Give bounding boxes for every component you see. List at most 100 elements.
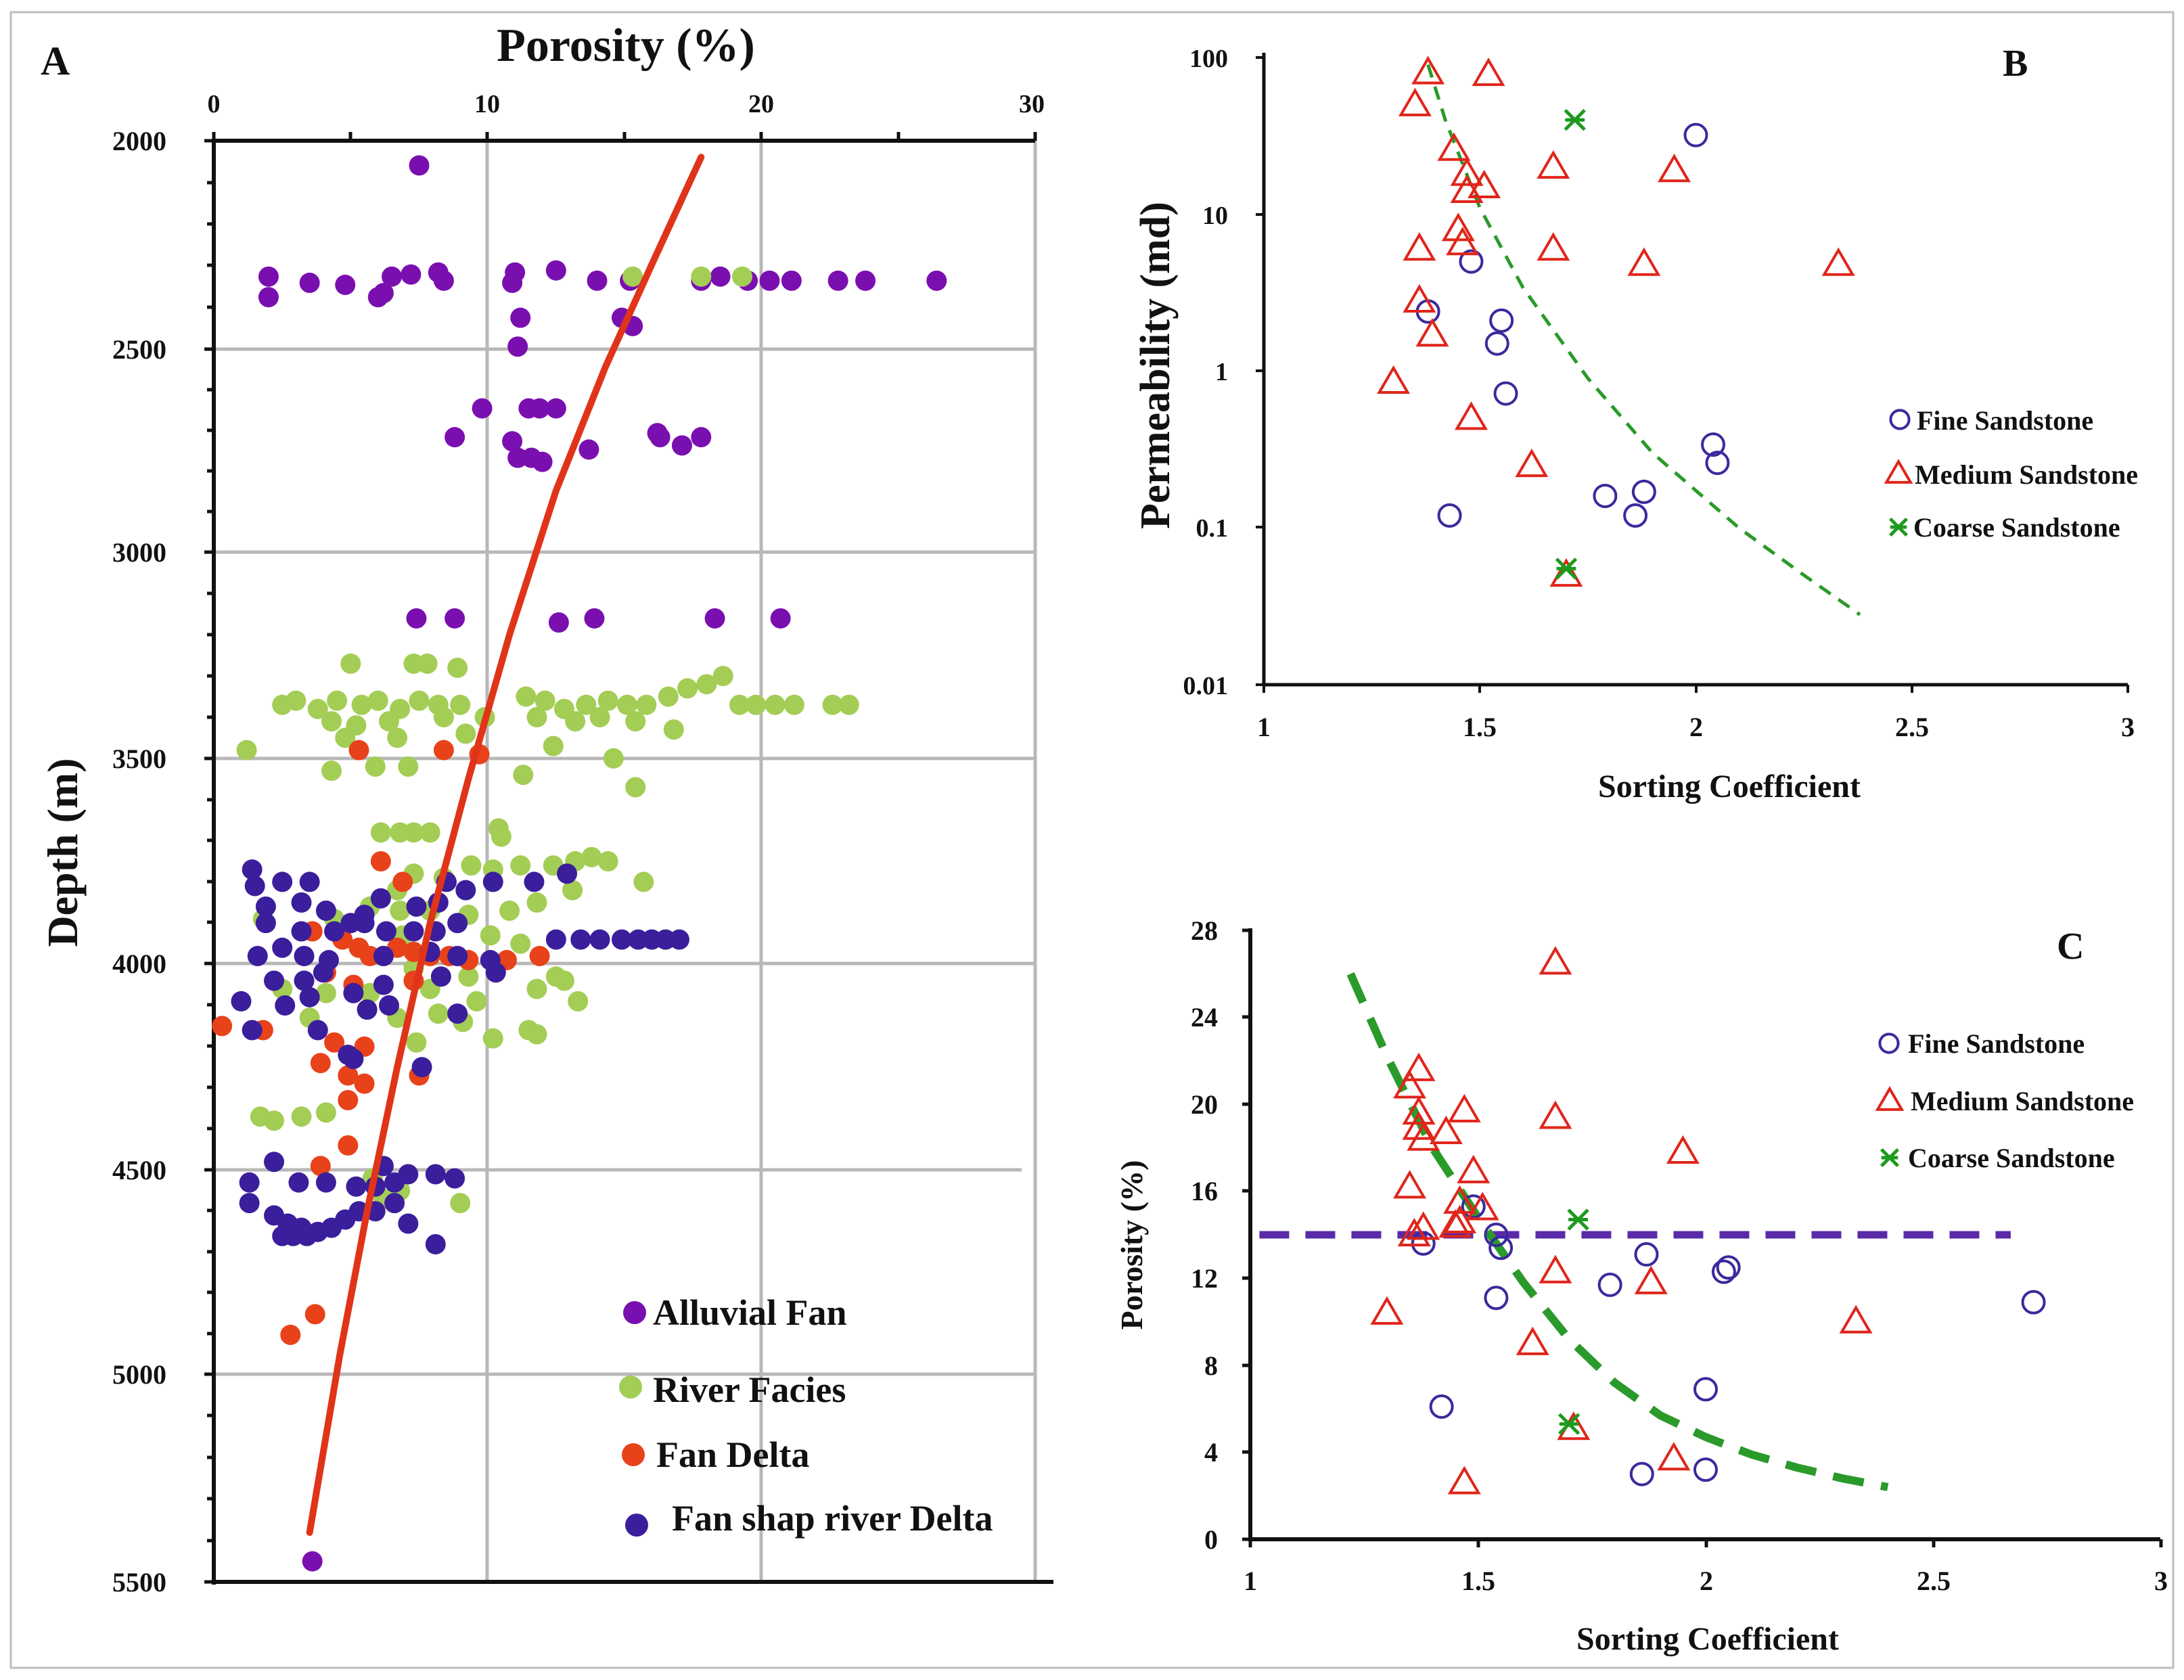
data-point-medium-sandstone <box>1515 449 1549 478</box>
data-point-fan-shap-river-delta <box>668 929 689 950</box>
data-point-fan-shap-river-delta <box>264 970 285 991</box>
panel-b-y-tick: 0.1 <box>1196 514 1229 543</box>
data-point-medium-sandstone <box>1549 558 1583 587</box>
data-point-alluvial-fan <box>401 264 422 285</box>
data-point-river-facies <box>625 777 646 798</box>
data-point-river-facies <box>499 901 520 922</box>
data-point-alluvial-fan <box>445 608 465 629</box>
data-point-fan-delta <box>348 740 369 760</box>
data-point-alluvial-fan <box>502 431 523 452</box>
data-point-river-facies <box>696 674 717 695</box>
data-point-river-facies <box>729 694 750 715</box>
data-point-medium-sandstone <box>1393 1070 1427 1099</box>
data-point-river-facies <box>597 690 618 711</box>
panel-a-y-tick: 5000 <box>112 1359 166 1390</box>
data-point-alluvial-fan <box>433 270 454 291</box>
legend-marker-fine-sandstone <box>1889 409 1911 430</box>
data-point-river-facies <box>428 1003 449 1024</box>
data-point-medium-sandstone <box>1402 1111 1436 1140</box>
data-point-medium-sandstone <box>1437 132 1471 161</box>
data-point-river-facies <box>419 822 440 843</box>
panel-c-y-tick: 20 <box>1191 1089 1218 1120</box>
legend-label-fine-sandstone: Fine Sandstone <box>1908 1028 2085 1059</box>
panel-a-x-tick-labels: 0 10 20 30 <box>208 90 1045 118</box>
data-point-alluvial-fan <box>691 427 712 448</box>
data-point-alluvial-fan <box>409 155 430 176</box>
legend-marker-fine-sandstone <box>1878 1032 1900 1054</box>
data-point-river-facies <box>581 846 602 867</box>
panel-c-x-axis-label: Sorting Coefficient <box>1576 1621 1839 1657</box>
data-point-river-facies <box>378 711 399 732</box>
legend-marker-medium-sandstone <box>1884 459 1913 484</box>
panel-a-y-tick: 3000 <box>112 537 166 568</box>
data-point-medium-sandstone <box>1634 1265 1668 1294</box>
data-point-fan-delta <box>338 1135 359 1156</box>
data-point-fine-sandstone <box>1484 331 1509 356</box>
data-point-fan-shap-river-delta <box>378 995 399 1016</box>
data-point-medium-sandstone <box>1539 946 1572 975</box>
data-point-fine-sandstone <box>1484 1223 1509 1247</box>
data-point-river-facies <box>458 966 479 987</box>
data-point-fan-shap-river-delta <box>313 962 334 983</box>
data-point-alluvial-fan <box>367 287 388 308</box>
data-point-medium-sandstone <box>1472 58 1505 87</box>
data-point-river-facies <box>335 727 356 748</box>
data-point-fan-shap-river-delta <box>264 1152 285 1173</box>
panel-a-title: Porosity (%) <box>497 20 755 72</box>
data-point-alluvial-fan <box>472 398 493 419</box>
data-point-fan-shap-river-delta <box>239 1193 260 1214</box>
data-point-alluvial-fan <box>827 270 848 291</box>
data-point-fan-shap-river-delta <box>589 929 610 950</box>
data-point-medium-sandstone <box>1658 154 1691 183</box>
panel-b-x-axis-label: Sorting Coefficient <box>1598 769 1861 804</box>
data-point-fan-shap-river-delta <box>570 929 591 950</box>
data-point-river-facies <box>822 694 843 715</box>
panel-a-x-tick: 10 <box>474 90 500 118</box>
data-point-alluvial-fan <box>302 1551 323 1572</box>
data-point-river-facies <box>321 760 342 781</box>
panel-a-y-tick: 3500 <box>112 744 166 774</box>
data-point-fan-shap-river-delta <box>307 1020 328 1041</box>
data-point-fan-shap-river-delta <box>255 896 276 917</box>
legend-label-medium-sandstone: Medium Sandstone <box>1911 1086 2134 1116</box>
panel-b-y-tick: 0.01 <box>1183 672 1229 700</box>
data-point-fan-shap-river-delta <box>231 991 252 1012</box>
panel-b-x-tick: 3 <box>2121 712 2135 742</box>
panel-a-y-tick: 4500 <box>112 1155 166 1185</box>
data-point-medium-sandstone <box>1455 401 1488 430</box>
legend-label-fine-sandstone: Fine Sandstone <box>1917 405 2093 436</box>
panel-a-ticks <box>204 132 1037 1584</box>
data-point-fine-sandstone <box>1683 122 1708 147</box>
data-point-medium-sandstone <box>1666 1135 1700 1164</box>
panel-a-y-axis-label: Depth (m) <box>39 758 87 947</box>
panel-b-y-tick: 1 <box>1215 358 1228 386</box>
panel-a-x-tick: 20 <box>748 90 774 118</box>
legend-marker-alluvial-fan <box>623 1301 646 1324</box>
panel-c-x-tick-labels: 1 1.5 2 2.5 3 <box>1244 1566 2168 1596</box>
data-point-river-facies <box>510 933 531 954</box>
legend-label-river-facies: River Facies <box>653 1369 846 1410</box>
panel-c-y-tick: 0 <box>1204 1524 1218 1555</box>
data-point-medium-sandstone <box>1465 1191 1499 1221</box>
data-point-fan-shap-river-delta <box>545 929 566 950</box>
data-point-alluvial-fan <box>258 287 279 308</box>
data-point-medium-sandstone <box>1393 1170 1427 1199</box>
data-point-fine-sandstone <box>1593 483 1618 508</box>
data-point-medium-sandstone <box>1402 1052 1436 1081</box>
panel-a-trend-line <box>306 154 705 1536</box>
data-point-coarse-sandstone <box>1567 1208 1589 1231</box>
data-point-river-facies <box>663 719 684 740</box>
data-point-medium-sandstone <box>1397 1218 1431 1247</box>
panel-b-label: B <box>2003 43 2028 85</box>
data-point-fan-shap-river-delta <box>296 1225 317 1246</box>
data-point-river-facies <box>553 970 574 991</box>
data-point-fan-shap-river-delta <box>239 1172 260 1193</box>
data-point-fan-shap-river-delta <box>288 1172 309 1193</box>
data-point-river-facies <box>365 756 386 777</box>
legend-marker-coarse-sandstone <box>1888 517 1909 537</box>
data-point-river-facies <box>562 880 583 901</box>
data-point-fan-shap-river-delta <box>242 859 263 880</box>
panel-c-y-tick: 8 <box>1204 1350 1218 1381</box>
data-point-medium-sandstone <box>1443 1204 1477 1233</box>
